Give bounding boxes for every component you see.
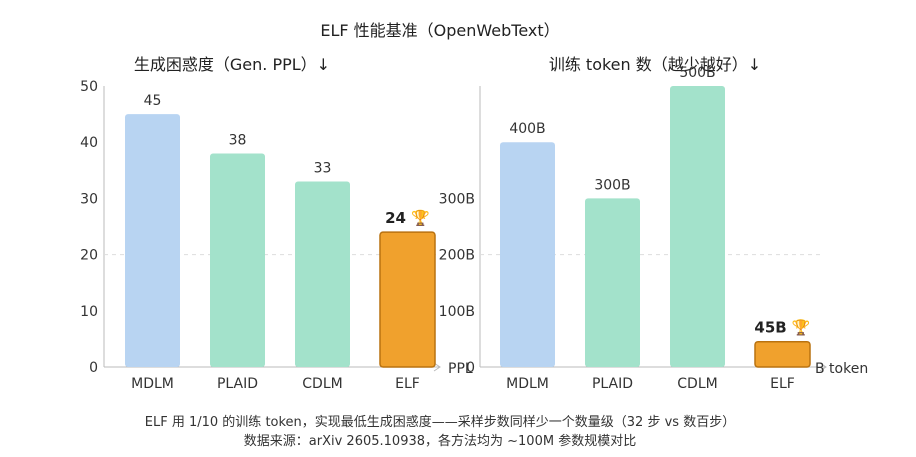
token-y-tick-label: 100B [439,304,475,320]
token-value-label-elf: 45B 🏆 [754,319,811,337]
ppl-y-tick-label: 40 [80,135,98,151]
ppl-y-tick-label: 20 [80,248,98,264]
ppl-value-label-plaid: 38 [229,132,247,148]
token-y-tick-label: 300B [439,191,475,207]
token-chart: 0 100B 200B 300B 400B MDLM 300B PLAID 500B CDLM 45… [439,65,869,392]
ppl-x-axis-arrow [433,362,441,372]
token-chart-title: 训练 token 数（越少越好）↓ [549,55,761,74]
ppl-value-label-mdlm: 45 [144,93,162,109]
token-y-tick-label: 200B [439,248,475,264]
token-category-label-plaid: PLAID [592,376,633,392]
token-bar-plaid [585,198,640,367]
ppl-chart: 0 10 20 30 40 50 45 MDLM 38 PLAID 33 CDLM 24 🏆 ELF PPL [80,79,473,392]
ppl-bar-plaid [210,153,265,367]
token-category-label-cdlm: CDLM [677,376,717,392]
token-bar-elf [754,340,811,368]
ppl-category-label-plaid: PLAID [217,376,258,392]
figure-title: ELF 性能基准（OpenWebText） [320,21,559,40]
footer-source: 数据来源：arXiv 2605.10938，各方法均为 ~100M 参数规模对比 [244,433,636,449]
ppl-chart-title: 生成困惑度（Gen. PPL）↓ [134,55,330,74]
token-value-label-plaid: 300B [594,177,630,193]
token-value-label-cdlm: 500B [679,65,715,81]
ppl-y-tick-label: 0 [89,360,98,376]
token-bar-cdlm [670,86,725,367]
token-x-axis-arrow [819,362,827,372]
ppl-value-label-elf: 24 🏆 [385,209,430,227]
token-unit-label: B token [815,361,868,377]
ppl-value-label-cdlm: 33 [314,161,332,177]
ppl-bar-elf [379,231,436,368]
footer-note: ELF 用 1/10 的训练 token，实现最低生成困惑度——采样步数同样少一… [145,414,735,430]
ppl-unit-label: PPL [448,361,473,377]
token-value-label-mdlm: 400B [509,121,545,137]
ppl-y-tick-label: 10 [80,304,98,320]
ppl-bar-cdlm [295,181,350,367]
ppl-category-label-mdlm: MDLM [131,376,174,392]
token-y-tick-label: 0 [466,360,475,376]
token-category-label-mdlm: MDLM [506,376,549,392]
ppl-category-label-elf: ELF [395,376,420,392]
ppl-y-tick-label: 30 [80,191,98,207]
ppl-bar-mdlm [125,114,180,367]
token-bar-mdlm [500,142,555,367]
ppl-category-label-cdlm: CDLM [302,376,342,392]
token-category-label-elf: ELF [770,376,795,392]
ppl-y-tick-label: 50 [80,79,98,95]
